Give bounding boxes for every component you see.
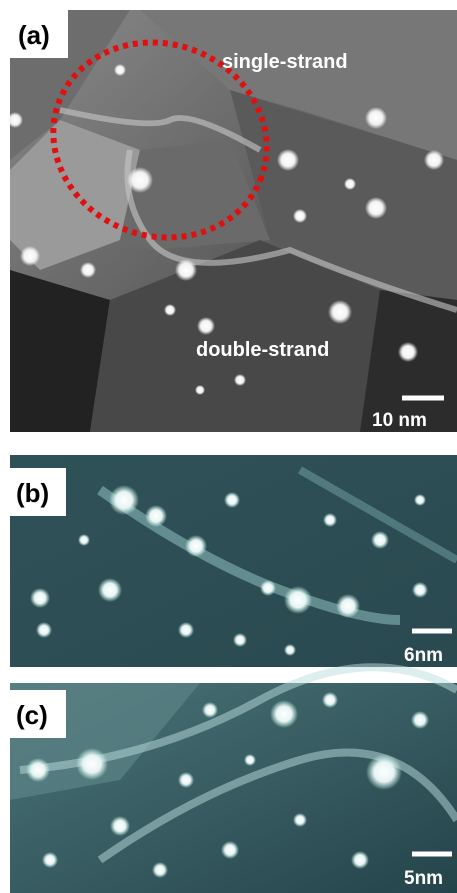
stm-image <box>10 455 457 667</box>
panel-a: (a) single-strand double-strand 10 nm <box>7 10 457 432</box>
panel-c: (c) 5nm <box>10 667 457 893</box>
scale-bar-label: 5nm <box>404 868 443 889</box>
annotation: single-strand <box>222 51 348 73</box>
scale-bar-label: 10 nm <box>372 410 427 431</box>
panel-b: (b) 6nm <box>10 455 457 667</box>
scale-bar-label: 6nm <box>404 645 443 666</box>
annotation: double-strand <box>196 339 329 361</box>
figure: (a) single-strand double-strand 10 nm (b… <box>0 0 457 893</box>
panel-label: (b) <box>16 478 49 508</box>
panel-label: (a) <box>18 20 50 50</box>
panel-label: (c) <box>16 700 48 730</box>
